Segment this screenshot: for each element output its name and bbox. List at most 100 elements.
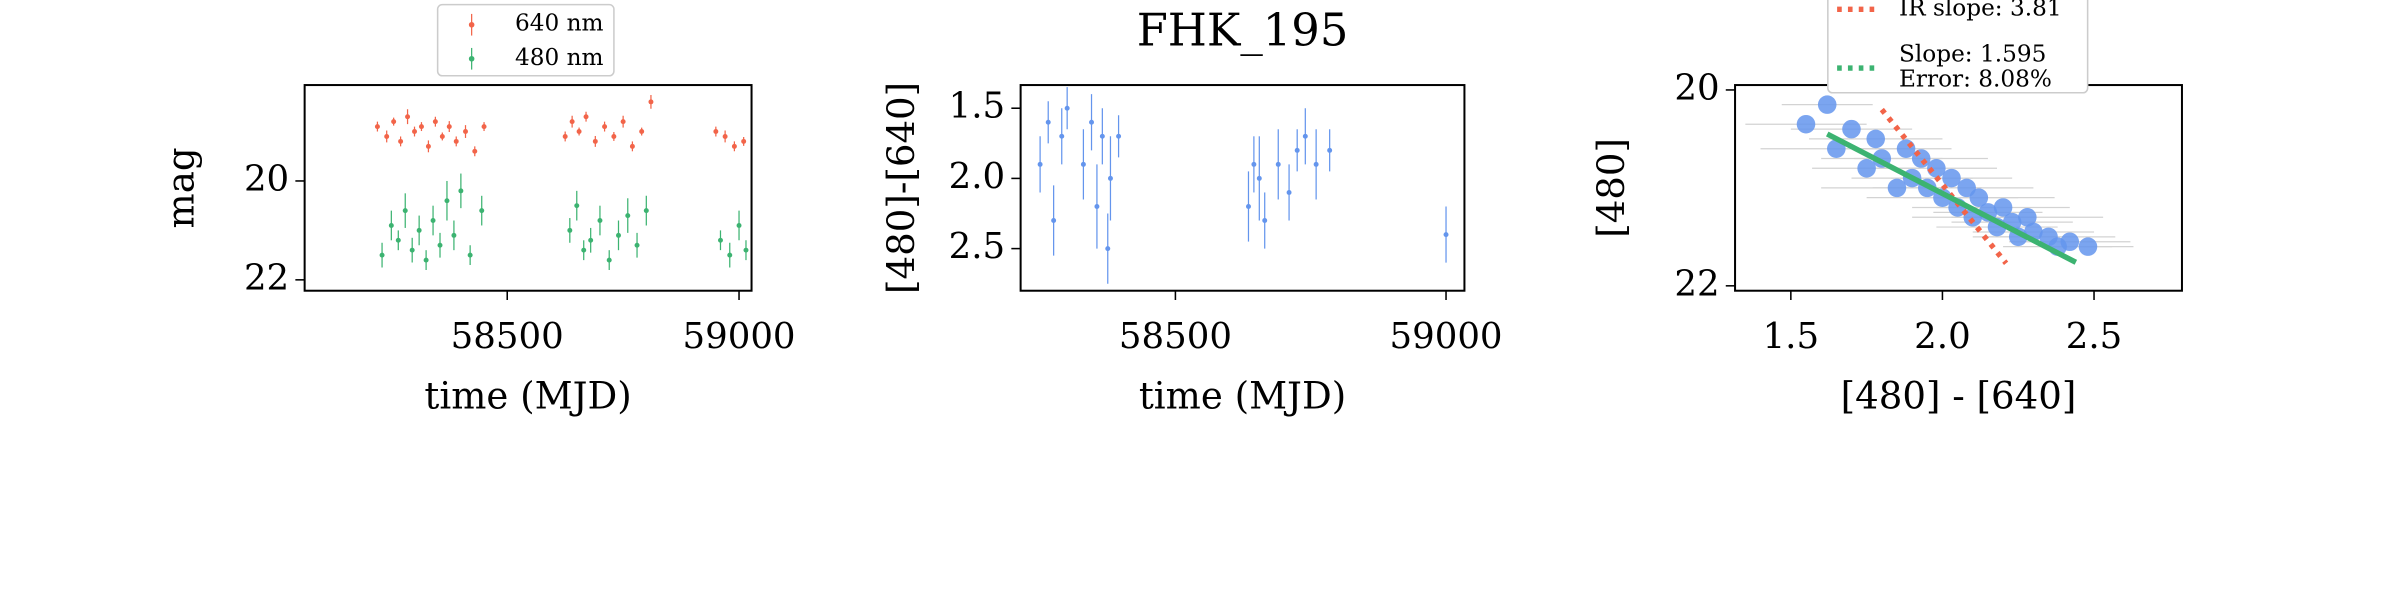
- point: [1116, 133, 1122, 139]
- y-axis-label: [480]: [1590, 138, 1633, 238]
- point: [2018, 207, 2037, 227]
- point: [379, 252, 385, 258]
- x-axis-label: time (MJD): [1139, 374, 1346, 417]
- point: [1064, 105, 1070, 111]
- point: [1059, 133, 1065, 139]
- point: [581, 247, 587, 253]
- point: [1256, 175, 1262, 181]
- point: [416, 227, 422, 233]
- point: [727, 252, 733, 258]
- y-axis-label: mag: [160, 147, 203, 228]
- point: [736, 222, 742, 228]
- point: [1105, 246, 1111, 252]
- point: [602, 124, 608, 130]
- axes-frame: [303, 84, 753, 292]
- point: [625, 213, 631, 219]
- point: [1942, 168, 1961, 188]
- point: [648, 99, 654, 105]
- x-axis-label: time (MJD): [424, 374, 631, 417]
- point: [606, 257, 612, 263]
- point: [592, 138, 598, 144]
- legend-marker: [468, 21, 475, 28]
- point: [1327, 147, 1333, 153]
- point: [425, 143, 431, 149]
- point: [611, 133, 617, 139]
- x-tick-label: 59000: [682, 316, 795, 357]
- point: [453, 138, 459, 144]
- point: [1262, 218, 1268, 224]
- point: [446, 124, 452, 130]
- point: [1286, 189, 1292, 195]
- point: [718, 237, 723, 243]
- point: [1817, 95, 1837, 114]
- point: [1842, 119, 1861, 139]
- y-tick-label: 22: [244, 257, 289, 298]
- point: [1275, 161, 1281, 167]
- point: [1993, 198, 2013, 217]
- point: [463, 129, 468, 134]
- point: [1251, 161, 1257, 167]
- point: [1294, 147, 1300, 153]
- point: [629, 143, 635, 149]
- point: [1246, 204, 1251, 209]
- x-tick-label: 2.5: [2066, 316, 2123, 357]
- point: [1866, 129, 1886, 149]
- point: [620, 119, 626, 125]
- plot-area: [374, 94, 749, 270]
- point: [1313, 161, 1319, 167]
- x-tick-label: 58500: [1119, 316, 1232, 357]
- point: [588, 237, 594, 243]
- point: [567, 227, 573, 233]
- legend-note: Error: 8.08%: [1899, 65, 2052, 92]
- point: [384, 133, 390, 139]
- plot-area: [1745, 95, 2134, 266]
- point: [569, 119, 575, 125]
- point: [412, 129, 417, 134]
- legend-label: 640 nm: [515, 10, 604, 37]
- legend-label: Slope: 1.595: [1899, 41, 2046, 68]
- point: [467, 252, 473, 258]
- x-axis-label: [480] - [640]: [1841, 374, 2077, 417]
- legend-box: [1827, 0, 2089, 94]
- point: [1094, 204, 1100, 209]
- point: [1099, 133, 1105, 139]
- point: [731, 143, 737, 149]
- point: [1927, 159, 1946, 178]
- point: [451, 232, 457, 238]
- point: [1969, 188, 1989, 207]
- point: [423, 257, 429, 263]
- x-tick-label: 2.0: [1914, 316, 1971, 357]
- point: [444, 198, 450, 204]
- point: [1089, 119, 1094, 125]
- point: [2078, 237, 2098, 256]
- point: [1302, 133, 1308, 139]
- point: [2060, 232, 2080, 252]
- point: [722, 133, 728, 139]
- point: [439, 133, 445, 139]
- point: [1107, 175, 1113, 181]
- point: [479, 208, 485, 214]
- point: [402, 208, 408, 214]
- point: [1037, 161, 1043, 167]
- point: [374, 124, 380, 130]
- point: [1443, 232, 1449, 238]
- point: [1045, 119, 1051, 125]
- point: [643, 208, 649, 214]
- legend-box: [436, 3, 615, 77]
- y-tick-label: 20: [1674, 67, 1719, 108]
- point: [1887, 178, 1907, 198]
- point: [1857, 159, 1876, 178]
- point: [713, 129, 719, 134]
- point: [616, 232, 621, 238]
- point: [639, 129, 645, 134]
- y-tick-label: 1.5: [949, 86, 1006, 127]
- fit-line: [1825, 131, 2078, 265]
- point: [583, 114, 589, 120]
- point: [576, 129, 582, 134]
- point: [743, 247, 749, 253]
- y-tick-label: 22: [1674, 263, 1719, 304]
- x-tick-label: 1.5: [1763, 316, 1820, 357]
- chart-title: FHK_195: [1137, 4, 1349, 57]
